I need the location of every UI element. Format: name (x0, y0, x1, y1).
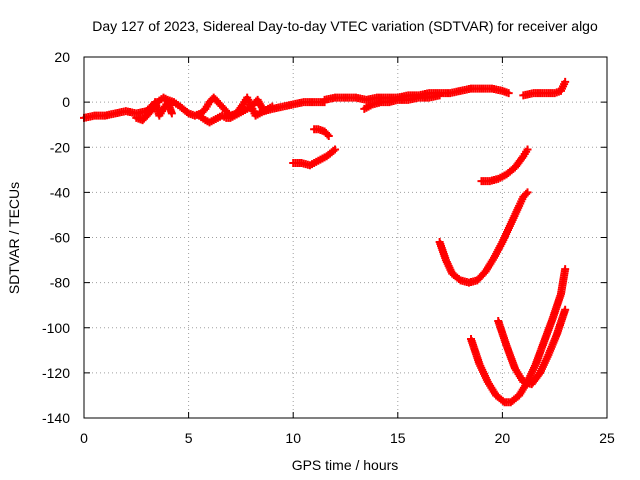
data-series (132, 98, 176, 125)
data-point (561, 77, 570, 86)
data-series (494, 305, 570, 389)
data-point (167, 109, 176, 118)
data-series (477, 145, 532, 186)
x-tick-label: 25 (599, 430, 615, 446)
chart-title: Day 127 of 2023, Sidereal Day-to-day VTE… (92, 18, 598, 34)
y-tick-label: -40 (50, 184, 70, 200)
data-point (268, 102, 277, 111)
x-tick-label: 15 (390, 430, 406, 446)
data-series (467, 265, 570, 407)
x-tick-label: 20 (495, 430, 511, 446)
x-tick-label: 10 (285, 430, 301, 446)
data-points (80, 77, 570, 407)
data-point (504, 89, 513, 98)
y-tick-label: -20 (50, 139, 70, 155)
data-point (523, 188, 532, 197)
y-tick-label: -100 (42, 320, 70, 336)
y-tick-label: -140 (42, 410, 70, 426)
data-series (289, 145, 340, 170)
y-tick-label: -80 (50, 275, 70, 291)
data-point (324, 131, 333, 140)
y-tick-labels: -140 -120 -100 -80 -60 -40 -20 0 20 (42, 49, 70, 426)
data-series (310, 125, 333, 140)
x-tick-label: 5 (185, 430, 193, 446)
data-series (80, 93, 329, 122)
data-series (195, 102, 277, 127)
data-series (519, 77, 570, 100)
y-tick-label: -60 (50, 230, 70, 246)
x-axis-label: GPS time / hours (292, 457, 399, 473)
data-point (561, 305, 570, 314)
y-tick-label: 20 (54, 49, 70, 65)
axis-ticks (83, 56, 608, 419)
x-tick-label: 0 (80, 430, 88, 446)
x-tick-labels: 0 5 10 15 20 25 (80, 430, 615, 446)
data-point (331, 145, 340, 154)
data-point (435, 91, 444, 100)
y-axis-label: SDTVAR / TECUs (6, 182, 22, 294)
y-tick-label: 0 (62, 94, 70, 110)
data-point-fill (522, 189, 531, 198)
y-tick-label: -120 (42, 365, 70, 381)
data-series (360, 91, 444, 113)
data-point-fill (323, 130, 332, 139)
data-series (435, 188, 532, 287)
data-point (561, 265, 570, 274)
data-point (523, 145, 532, 154)
